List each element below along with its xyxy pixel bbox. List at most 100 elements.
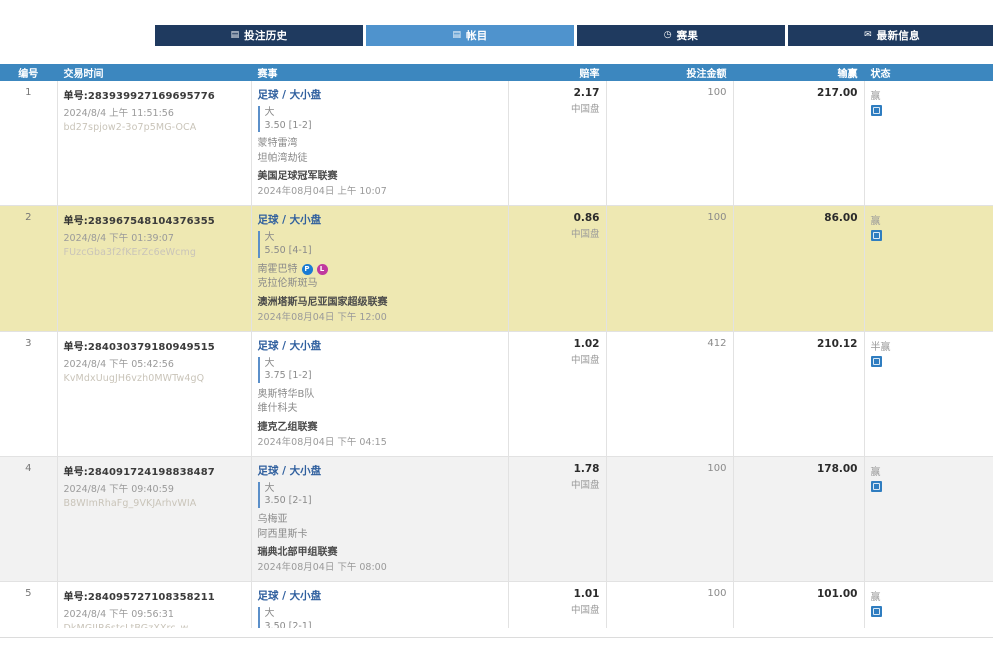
event-selection: 大 5.50 [4-1]	[257, 231, 502, 258]
win-amount-value: 86.00	[824, 212, 858, 225]
event-home-team: 蒙特雷湾	[257, 138, 298, 150]
odds-type: 中国盘	[570, 479, 600, 491]
odds-type: 中国盘	[570, 104, 600, 115]
table-row[interactable]: 3 单号:284030379180949515 2024/8/4 下午 05:4…	[0, 331, 993, 457]
cell-stake-amount: 412	[606, 331, 734, 457]
event-away-team: 坦帕湾劫徒	[257, 152, 308, 164]
selection-line-odds: 3.50 [2-1]	[264, 620, 312, 632]
cell-row-number: 5	[0, 581, 58, 637]
team-badge-p-icon: P	[301, 264, 313, 276]
column-header-stake[interactable]: 投注金额	[606, 64, 734, 81]
receipt-detail-icon[interactable]	[870, 230, 882, 242]
bet-reference-hash: FUzcGba3f2fKErZc6eWcmg	[63, 247, 196, 259]
cell-status: 赢	[864, 456, 993, 583]
odds-type: 中国盘	[570, 229, 600, 241]
bet-serial-number: 单号:283967548104376355	[63, 216, 215, 228]
tab-label: 帐目	[465, 30, 488, 42]
cell-stake-amount: 100	[606, 81, 734, 207]
bet-serial-number: 单号:284091724198838487	[63, 466, 215, 478]
cell-win-amount: 86.00	[733, 205, 865, 332]
event-sport-market[interactable]: 足球 / 大小盘	[257, 214, 322, 227]
selection-line-odds: 5.50 [4-1]	[264, 244, 312, 256]
event-selection: 大 3.75 [1-2]	[257, 356, 502, 383]
event-sport-market[interactable]: 足球 / 大小盘	[257, 89, 322, 101]
bet-timestamp: 2024/8/4 下午 05:42:56	[63, 358, 174, 370]
cell-transaction-time: 单号:283967548104376355 2024/8/4 下午 01:39:…	[57, 205, 252, 332]
column-header-no[interactable]: 编号	[0, 64, 58, 81]
history-icon: ▤	[230, 30, 240, 40]
top-tab-bar: ▤ 投注历史 ▤ 帐目 ◷ 赛果 ✉ 最新信息	[0, 0, 993, 62]
table-row[interactable]: 5 单号:284095727108358211 2024/8/4 下午 09:5…	[0, 581, 993, 637]
cell-odds: 0.86 中国盘	[508, 205, 607, 332]
event-away-team: 克拉伦斯斑马	[257, 278, 318, 290]
selection-label: 大	[264, 608, 275, 620]
cell-event: 足球 / 大小盘 大 3.50 [2-1] 乌梅亚 阿西里斯卡 瑞典北部甲组联赛…	[251, 456, 509, 583]
event-sport-market[interactable]: 足球 / 大小盘	[257, 464, 322, 477]
event-selection: 大 3.50 [1-2]	[257, 106, 502, 133]
table-header-row: 编号 交易时间 赛事 赔率 投注金额 输赢 状态	[0, 64, 993, 81]
event-kickoff-time: 2024年08月04日 上午 10:07	[257, 186, 387, 198]
column-header-time[interactable]: 交易时间	[57, 64, 252, 81]
bet-history-table-container: 编号 交易时间 赛事 赔率 投注金额 输赢 状态 1 单号:2839399271…	[0, 64, 993, 637]
event-kickoff-time: 2024年08月04日 下午 08:00	[257, 562, 387, 574]
cell-status: 半赢	[864, 331, 993, 457]
event-kickoff-time: 2024年08月04日 下午 04:15	[257, 436, 387, 448]
odds-value: 1.02	[573, 337, 600, 350]
event-home-team: 南霍巴特 P L	[258, 263, 502, 278]
cell-event: 足球 / 大小盘 大 5.50 [4-1] 南霍巴特 P L 克拉伦斯斑马 澳洲塔斯…	[251, 205, 509, 332]
column-header-event[interactable]: 赛事	[251, 64, 509, 81]
cell-event: 足球 / 大小盘 大 3.50 [1-2] 蒙特雷湾 坦帕湾劫徒 美国足球冠军联…	[251, 81, 509, 207]
column-header-status[interactable]: 状态	[864, 64, 993, 81]
bet-reference-hash: KvMdxUugJH6vzh0MWTw4gQ	[63, 372, 205, 384]
table-row[interactable]: 4 单号:284091724198838487 2024/8/4 下午 09:4…	[0, 456, 993, 583]
win-amount-value: 210.12	[816, 337, 858, 350]
cell-win-amount: 178.00	[733, 456, 865, 583]
receipt-detail-icon[interactable]	[870, 606, 882, 618]
tab-label: 最新信息	[876, 30, 920, 42]
event-league: 瑞典北部甲组联赛	[257, 547, 338, 559]
tab-label: 赛果	[676, 30, 699, 42]
odds-value: 0.86	[573, 212, 600, 225]
event-sport-market[interactable]: 足球 / 大小盘	[257, 590, 322, 603]
event-league: 澳洲塔斯马尼亚国家超级联赛	[257, 296, 388, 308]
table-body: 1 单号:283939927169695776 2024/8/4 上午 11:5…	[0, 81, 993, 637]
cell-row-number: 3	[0, 331, 58, 457]
win-amount-value: 101.00	[816, 588, 858, 601]
table-row[interactable]: 1 单号:283939927169695776 2024/8/4 上午 11:5…	[0, 81, 993, 207]
tab-betting-history[interactable]: ▤ 投注历史	[155, 25, 363, 46]
status-label: 赢	[870, 216, 881, 228]
odds-type: 中国盘	[570, 605, 600, 617]
cell-transaction-time: 单号:284095727108358211 2024/8/4 下午 09:56:…	[57, 581, 252, 637]
tab-results[interactable]: ◷ 赛果	[577, 25, 785, 46]
receipt-detail-icon[interactable]	[870, 105, 882, 116]
cell-event: 足球 / 大小盘 大 3.75 [1-2] 奥斯特华B队 维什科夫 捷克乙组联赛…	[251, 331, 509, 457]
receipt-detail-icon[interactable]	[870, 480, 882, 492]
event-home-team: 奥斯特华B队	[257, 388, 315, 400]
status-label: 赢	[870, 592, 881, 604]
cell-odds: 1.01 中国盘	[508, 581, 607, 637]
selection-label: 大	[264, 357, 275, 369]
event-selection: 大 3.50 [2-1]	[257, 481, 502, 509]
cell-win-amount: 210.12	[733, 331, 865, 457]
tab-list: ▤ 投注历史 ▤ 帐目 ◷ 赛果 ✉ 最新信息	[155, 25, 993, 46]
column-header-odds[interactable]: 赔率	[508, 64, 607, 81]
column-header-win[interactable]: 输赢	[733, 64, 865, 81]
cell-odds: 2.17 中国盘	[508, 81, 607, 207]
tab-latest-info[interactable]: ✉ 最新信息	[788, 25, 993, 46]
status-label: 赢	[870, 466, 881, 478]
selection-line-odds: 3.50 [1-2]	[264, 119, 312, 131]
receipt-detail-icon[interactable]	[870, 355, 882, 367]
event-selection: 大 3.50 [2-1]	[257, 607, 502, 634]
event-league: 美国足球冠军联赛	[257, 171, 338, 183]
cell-odds: 1.02 中国盘	[508, 331, 607, 457]
table-row[interactable]: 2 单号:283967548104376355 2024/8/4 下午 01:3…	[0, 205, 993, 332]
cell-transaction-time: 单号:284091724198838487 2024/8/4 下午 09:40:…	[57, 456, 252, 583]
bet-reference-hash: DkMGIIR6stcLtBGzXXrc_w	[63, 623, 189, 635]
event-sport-market[interactable]: 足球 / 大小盘	[257, 339, 322, 352]
mail-icon: ✉	[864, 30, 872, 40]
odds-value: 1.78	[573, 462, 600, 475]
cell-win-amount: 101.00	[733, 581, 865, 637]
cell-row-number: 1	[0, 81, 58, 207]
event-away-team: 阿西里斯卡	[257, 528, 308, 540]
tab-accounts[interactable]: ▤ 帐目	[366, 25, 574, 46]
